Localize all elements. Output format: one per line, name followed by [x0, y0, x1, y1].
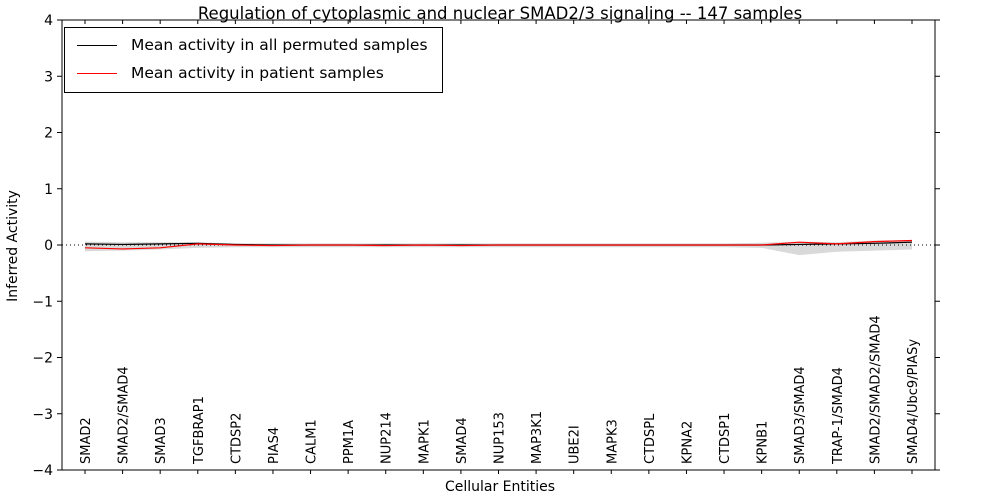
patient-line-swatch [77, 72, 117, 74]
y-tick-label: −2 [32, 351, 53, 367]
category-label: SMAD3 [154, 417, 169, 464]
x-axis-label: Cellular Entities [444, 479, 556, 495]
y-axis-label: Inferred Activity [5, 190, 21, 302]
y-tick-label: −3 [32, 407, 53, 423]
series-line-1 [84, 239, 913, 250]
y-tick-label: 2 [44, 126, 53, 142]
category-label: SMAD2/SMAD2/SMAD4 [868, 315, 883, 464]
category-label: SMAD4/Ubc9/PIASy [906, 339, 921, 464]
category-label: KPNA2 [680, 421, 695, 464]
y-tick-label: 4 [44, 13, 53, 29]
category-label: NUP153 [493, 412, 508, 464]
legend-label-permuted: Mean activity in all permuted samples [131, 36, 428, 54]
category-label: CTDSPL [643, 413, 658, 464]
y-tick-label: 0 [44, 238, 53, 254]
y-tick-label: 1 [44, 182, 53, 198]
category-label: SMAD2/SMAD4 [117, 366, 132, 464]
category-label: PPM1A [342, 420, 357, 464]
category-label: MAPK3 [605, 419, 620, 464]
chart-title: Regulation of cytoplasmic and nuclear SM… [197, 4, 803, 23]
category-label: CTDSP2 [229, 413, 244, 464]
permutation-band [85, 239, 912, 256]
category-label: SMAD2 [79, 417, 94, 464]
y-tick-label: −4 [32, 463, 53, 479]
category-label: KPNB1 [756, 421, 771, 464]
y-tick-label: 3 [44, 69, 53, 85]
category-label: CTDSP1 [718, 413, 733, 464]
legend-label-patient: Mean activity in patient samples [131, 64, 384, 82]
category-label: PIAS4 [267, 427, 282, 464]
category-label: MAP3K1 [530, 411, 545, 464]
legend: Mean activity in all permuted samples Me… [64, 27, 443, 93]
category-label: UBE2I [568, 425, 583, 464]
legend-item-patient: Mean activity in patient samples [77, 64, 428, 82]
category-label: TGFBRAP1 [192, 396, 207, 465]
category-label: NUP214 [380, 412, 395, 464]
y-tick-label: −1 [32, 294, 53, 310]
category-label: SMAD4 [455, 417, 470, 464]
category-label: CALM1 [305, 419, 320, 464]
category-label: MAPK1 [417, 419, 432, 464]
permuted-line-swatch [77, 44, 117, 46]
category-label: SMAD3/SMAD4 [793, 366, 808, 464]
legend-item-permuted: Mean activity in all permuted samples [77, 36, 428, 54]
category-label: TRAP-1/SMAD4 [831, 367, 846, 465]
